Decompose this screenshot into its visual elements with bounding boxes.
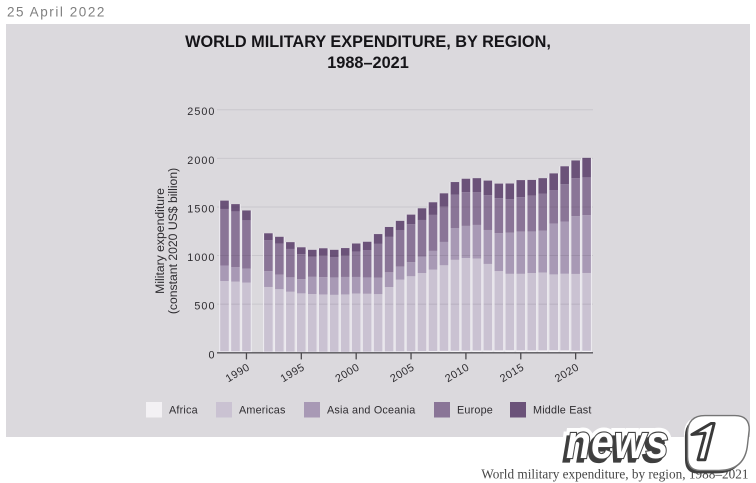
svg-text:World military expenditure, by: World military expenditure, by region, 1… [481, 466, 748, 481]
svg-text:2500: 2500 [187, 106, 215, 118]
svg-text:2000: 2000 [187, 155, 215, 167]
svg-text:25 April 2022: 25 April 2022 [7, 5, 106, 20]
svg-text:Africa: Africa [169, 405, 198, 417]
svg-text:Middle East: Middle East [533, 405, 592, 417]
svg-text:Asia and Oceania: Asia and Oceania [327, 405, 415, 417]
svg-text:news: news [566, 416, 669, 468]
svg-text:Americas: Americas [239, 405, 286, 417]
svg-text:0: 0 [208, 349, 215, 361]
svg-text:1000: 1000 [187, 252, 215, 264]
svg-text:Europe: Europe [457, 405, 493, 417]
svg-text:1988–2021: 1988–2021 [327, 54, 409, 72]
svg-text:500: 500 [194, 301, 215, 313]
svg-text:news: news [563, 420, 666, 472]
svg-text:(constant 2020 US$ billion): (constant 2020 US$ billion) [166, 168, 180, 314]
svg-text:news: news [563, 420, 666, 472]
svg-text:WORLD MILITARY EXPENDITURE, BY: WORLD MILITARY EXPENDITURE, BY REGION, [185, 33, 551, 51]
svg-text:1500: 1500 [187, 203, 215, 215]
svg-text:Military expenditure: Military expenditure [153, 188, 167, 294]
svg-text:news: news [566, 416, 669, 468]
